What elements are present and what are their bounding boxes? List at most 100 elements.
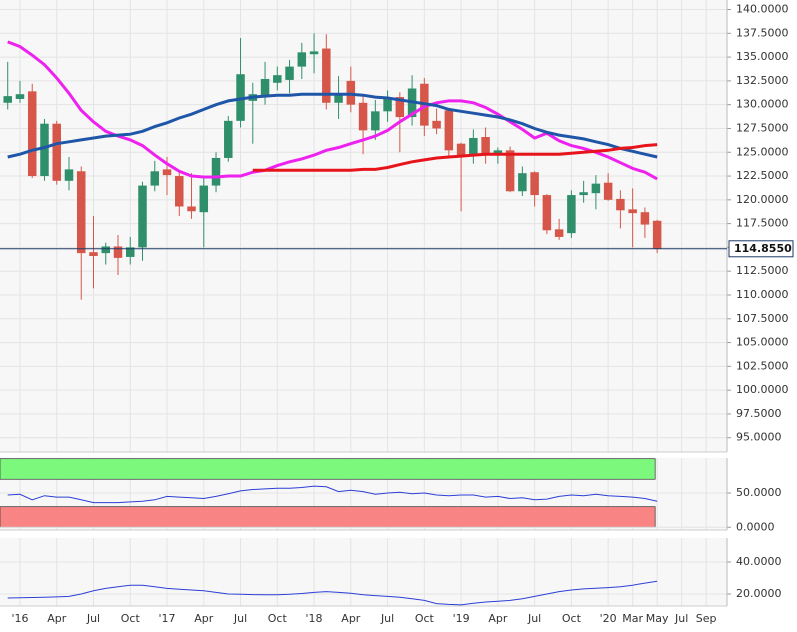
y-tick-label: 40.0000 xyxy=(736,555,782,568)
y-tick-label: 117.5000 xyxy=(736,217,789,230)
candle-body xyxy=(616,198,625,211)
x-tick-label: Oct xyxy=(562,612,582,625)
zone-band xyxy=(0,506,656,528)
candle-body xyxy=(456,143,466,156)
candle-body xyxy=(27,91,37,177)
x-tick-label: '20 xyxy=(600,612,617,625)
y-tick-label: 110.0000 xyxy=(736,288,789,301)
x-tick-label: Apr xyxy=(47,612,67,625)
candle-body xyxy=(150,171,160,186)
x-tick-label: Mar xyxy=(622,612,643,625)
candle-body xyxy=(76,171,86,254)
x-tick-label: Jul xyxy=(380,612,394,625)
candle-body xyxy=(358,102,368,131)
last-price-box xyxy=(728,240,794,258)
candle-body xyxy=(591,183,601,194)
x-tick-label: Sep xyxy=(696,612,717,625)
y-tick-label: 137.5000 xyxy=(736,26,789,39)
x-tick-label: Apr xyxy=(488,612,508,625)
candle-body xyxy=(481,137,490,156)
x-tick-label: Apr xyxy=(341,612,361,625)
y-tick-label: 125.0000 xyxy=(736,145,789,158)
y-tick-label: 105.0000 xyxy=(736,336,789,349)
y-tick-label: 20.0000 xyxy=(736,587,782,600)
moving-average xyxy=(252,143,658,172)
moving-average xyxy=(7,92,658,159)
candle-body xyxy=(224,120,233,158)
candle-body xyxy=(542,195,552,231)
pane-background xyxy=(0,0,727,452)
candle-body xyxy=(89,252,98,256)
indicator-line xyxy=(7,580,658,606)
x-tick-label: Jul xyxy=(674,612,688,625)
candle-body xyxy=(444,110,454,151)
candle-body xyxy=(187,206,196,212)
candle-body xyxy=(628,209,637,214)
candle-body xyxy=(126,247,135,257)
candle-body xyxy=(199,185,209,213)
candle-body xyxy=(175,176,184,207)
candle-body xyxy=(40,123,49,177)
y-tick-label: 127.5000 xyxy=(736,121,789,134)
candle-body xyxy=(371,111,380,131)
candle-body xyxy=(309,51,319,55)
x-tick-label: Apr xyxy=(194,612,214,625)
y-tick-label: 107.5000 xyxy=(736,312,789,325)
y-tick-label: 130.0000 xyxy=(736,98,789,111)
candle-body xyxy=(260,78,270,98)
y-tick-label: 100.0000 xyxy=(736,383,789,396)
x-tick-label: Oct xyxy=(121,612,141,625)
candle-body xyxy=(469,137,478,156)
candle-body xyxy=(603,182,613,200)
candle-body xyxy=(285,66,294,80)
candle-body xyxy=(530,172,539,196)
candle-body xyxy=(162,169,172,176)
x-tick-label: Jul xyxy=(527,612,541,625)
x-tick-label: '17 xyxy=(158,612,175,625)
y-tick-label: 112.5000 xyxy=(736,264,789,277)
candle-body xyxy=(211,157,221,186)
candle-body xyxy=(652,220,662,249)
y-tick-label: 97.5000 xyxy=(736,407,782,420)
candle-body xyxy=(322,48,331,103)
candle-body xyxy=(432,120,441,129)
candle-body xyxy=(567,195,576,234)
y-tick-label: 135.0000 xyxy=(736,50,789,63)
candle-body xyxy=(15,94,25,99)
candle-body xyxy=(138,185,147,248)
x-tick-label: Jul xyxy=(233,612,247,625)
x-tick-label: Jul xyxy=(86,612,100,625)
x-tick-label: Oct xyxy=(268,612,288,625)
candle-body xyxy=(3,96,12,103)
y-tick-label: 132.5000 xyxy=(736,74,789,87)
y-tick-label: 102.5000 xyxy=(736,359,789,372)
x-tick-label: May xyxy=(646,612,669,625)
zone-band xyxy=(0,458,656,480)
indicator-line xyxy=(7,485,658,504)
candle-body xyxy=(297,52,307,67)
y-tick-label: 140.0000 xyxy=(736,3,789,16)
candle-body xyxy=(113,246,123,258)
y-tick-label: 50.0000 xyxy=(736,486,782,499)
candle-body xyxy=(383,98,392,112)
y-tick-label: 95.0000 xyxy=(736,431,782,444)
x-tick-label: Oct xyxy=(415,612,435,625)
candle-body xyxy=(640,212,650,225)
candle-body xyxy=(334,93,343,103)
candle-body xyxy=(505,150,515,192)
x-tick-label: '19 xyxy=(453,612,470,625)
candle-body xyxy=(579,192,588,196)
candle-body xyxy=(554,229,564,237)
y-tick-label: 0.0000 xyxy=(736,520,775,533)
candle-body xyxy=(64,169,74,181)
candle-body xyxy=(518,173,527,192)
last-price-label: 114.8550 xyxy=(734,242,792,255)
y-tick-label: 122.5000 xyxy=(736,169,789,182)
y-tick-label: 120.0000 xyxy=(736,193,789,206)
candle-body xyxy=(52,123,61,181)
x-tick-label: '16 xyxy=(11,612,28,625)
candle-body xyxy=(101,246,110,254)
pane-background xyxy=(0,538,727,606)
candle-body xyxy=(273,75,282,83)
